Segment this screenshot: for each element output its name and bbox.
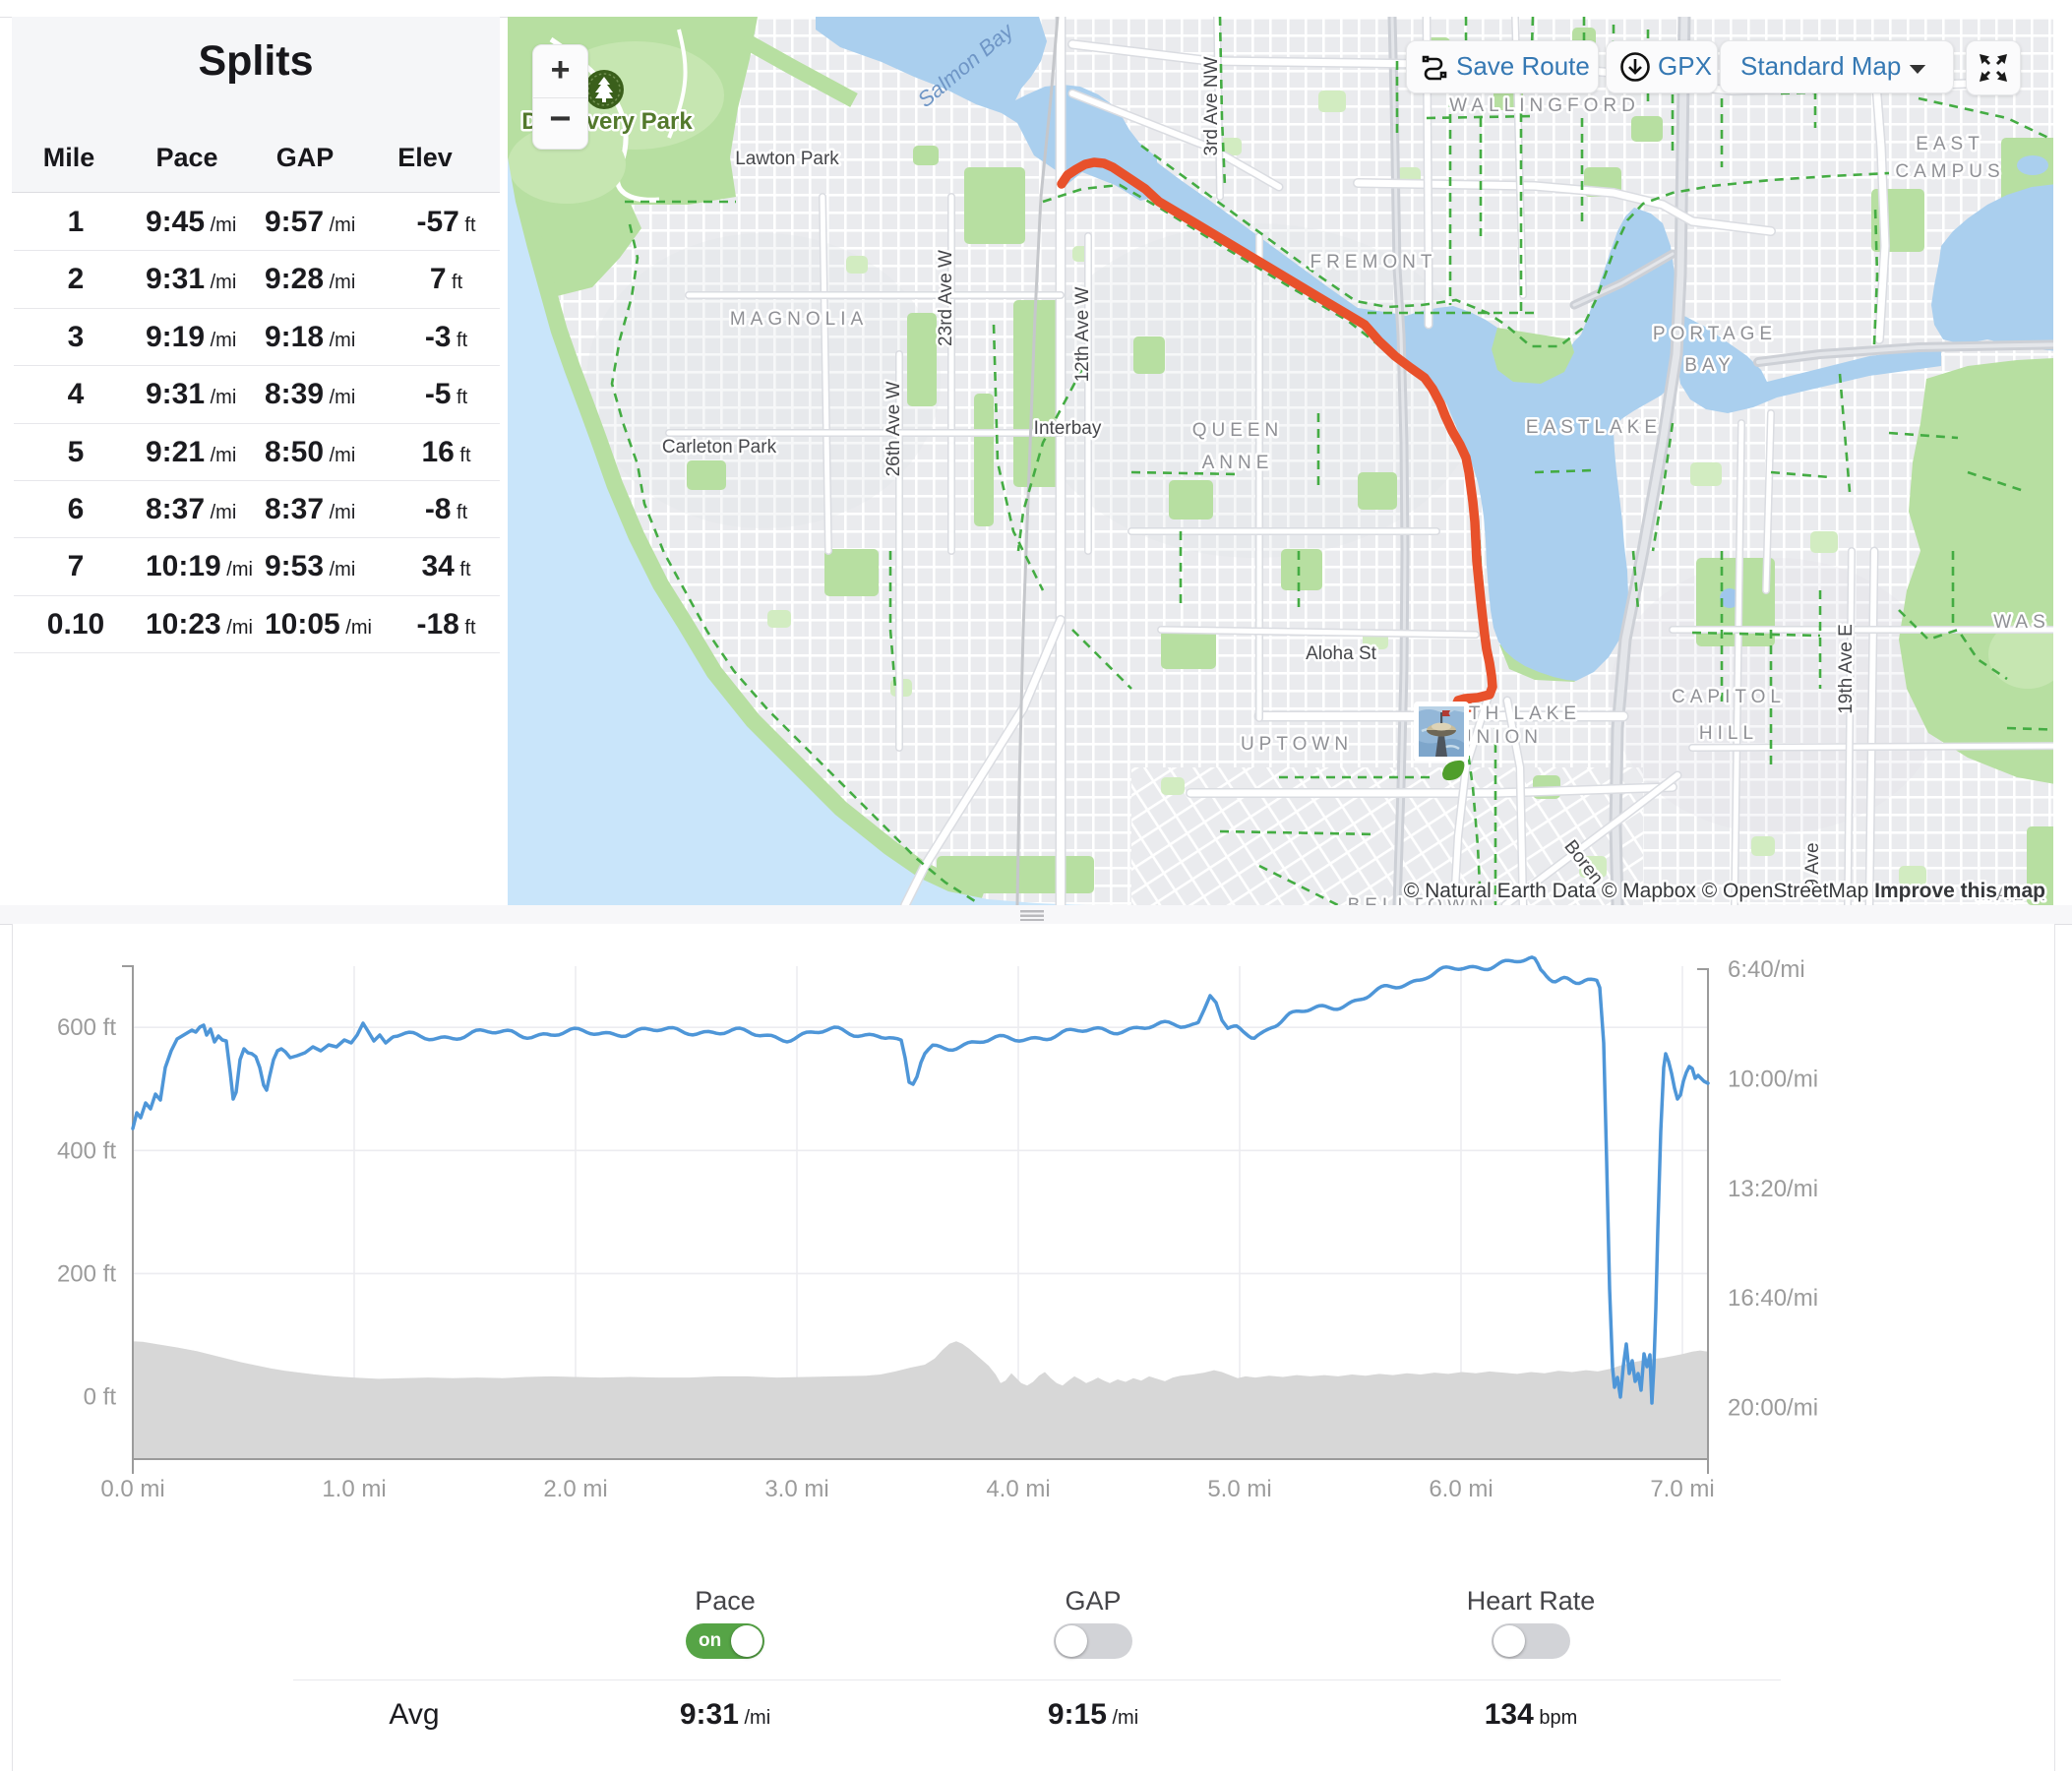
svg-text:4.0 mi: 4.0 mi bbox=[986, 1476, 1050, 1502]
svg-text:400 ft: 400 ft bbox=[57, 1137, 116, 1164]
svg-text:1.0 mi: 1.0 mi bbox=[322, 1476, 386, 1502]
svg-text:Lawton Park: Lawton Park bbox=[735, 149, 839, 169]
svg-text:26th Ave W: 26th Ave W bbox=[884, 382, 904, 477]
svg-text:2.0 mi: 2.0 mi bbox=[543, 1476, 607, 1502]
svg-text:23rd Ave W: 23rd Ave W bbox=[936, 250, 956, 346]
svg-text:3rd Ave NW: 3rd Ave NW bbox=[1201, 56, 1222, 155]
svg-text:CAPITOL: CAPITOL bbox=[1672, 687, 1786, 707]
svg-text:ANNE: ANNE bbox=[1202, 453, 1274, 473]
svg-text:20:00/mi: 20:00/mi bbox=[1728, 1395, 1818, 1422]
svg-text:MADR: MADR bbox=[1976, 885, 2050, 905]
svg-text:TH LAKE: TH LAKE bbox=[1469, 703, 1581, 724]
svg-text:600 ft: 600 ft bbox=[57, 1014, 116, 1041]
svg-text:© Natural Earth Data © Mapbox: © Natural Earth Data © Mapbox © OpenStre… bbox=[1404, 880, 2045, 902]
svg-text:10:00/mi: 10:00/mi bbox=[1728, 1066, 1818, 1092]
svg-text:JNION: JNION bbox=[1462, 727, 1543, 748]
svg-text:6.0 mi: 6.0 mi bbox=[1429, 1476, 1493, 1502]
svg-text:3.0 mi: 3.0 mi bbox=[764, 1476, 828, 1502]
svg-text:WAS: WAS bbox=[1993, 612, 2050, 633]
svg-text:Aloha St: Aloha St bbox=[1306, 643, 1377, 664]
svg-text:BAY: BAY bbox=[1684, 355, 1736, 376]
svg-text:EAST: EAST bbox=[1916, 134, 1984, 154]
svg-text:QUEEN: QUEEN bbox=[1192, 420, 1284, 441]
svg-text:BELLTOWN: BELLTOWN bbox=[1348, 895, 1489, 905]
svg-text:6:40/mi: 6:40/mi bbox=[1728, 956, 1805, 983]
svg-text:12th Ave W: 12th Ave W bbox=[1072, 287, 1093, 383]
svg-text:EASTLAKE: EASTLAKE bbox=[1526, 417, 1662, 438]
svg-text:0.0 mi: 0.0 mi bbox=[100, 1476, 164, 1502]
svg-text:5.0 mi: 5.0 mi bbox=[1207, 1476, 1271, 1502]
svg-text:19th Ave E: 19th Ave E bbox=[1836, 624, 1857, 714]
svg-text:FREMONT: FREMONT bbox=[1310, 252, 1437, 273]
svg-text:13:20/mi: 13:20/mi bbox=[1728, 1176, 1818, 1202]
svg-text:MAGNOLIA: MAGNOLIA bbox=[730, 309, 868, 330]
svg-text:WALLINGFORD: WALLINGFORD bbox=[1449, 95, 1640, 116]
svg-text:200 ft: 200 ft bbox=[57, 1260, 116, 1287]
svg-text:7.0 mi: 7.0 mi bbox=[1650, 1476, 1714, 1502]
svg-text:CAMPUS: CAMPUS bbox=[1895, 161, 2004, 182]
svg-text:PORTAGE: PORTAGE bbox=[1653, 324, 1777, 344]
svg-text:9 Ave: 9 Ave bbox=[1802, 842, 1823, 888]
svg-text:16:40/mi: 16:40/mi bbox=[1728, 1285, 1818, 1312]
svg-text:UPTOWN: UPTOWN bbox=[1241, 734, 1353, 755]
svg-text:Interbay: Interbay bbox=[1034, 418, 1102, 439]
svg-text:HILL: HILL bbox=[1699, 723, 1758, 744]
svg-text:0 ft: 0 ft bbox=[84, 1384, 117, 1411]
svg-text:Carleton Park: Carleton Park bbox=[662, 437, 777, 458]
